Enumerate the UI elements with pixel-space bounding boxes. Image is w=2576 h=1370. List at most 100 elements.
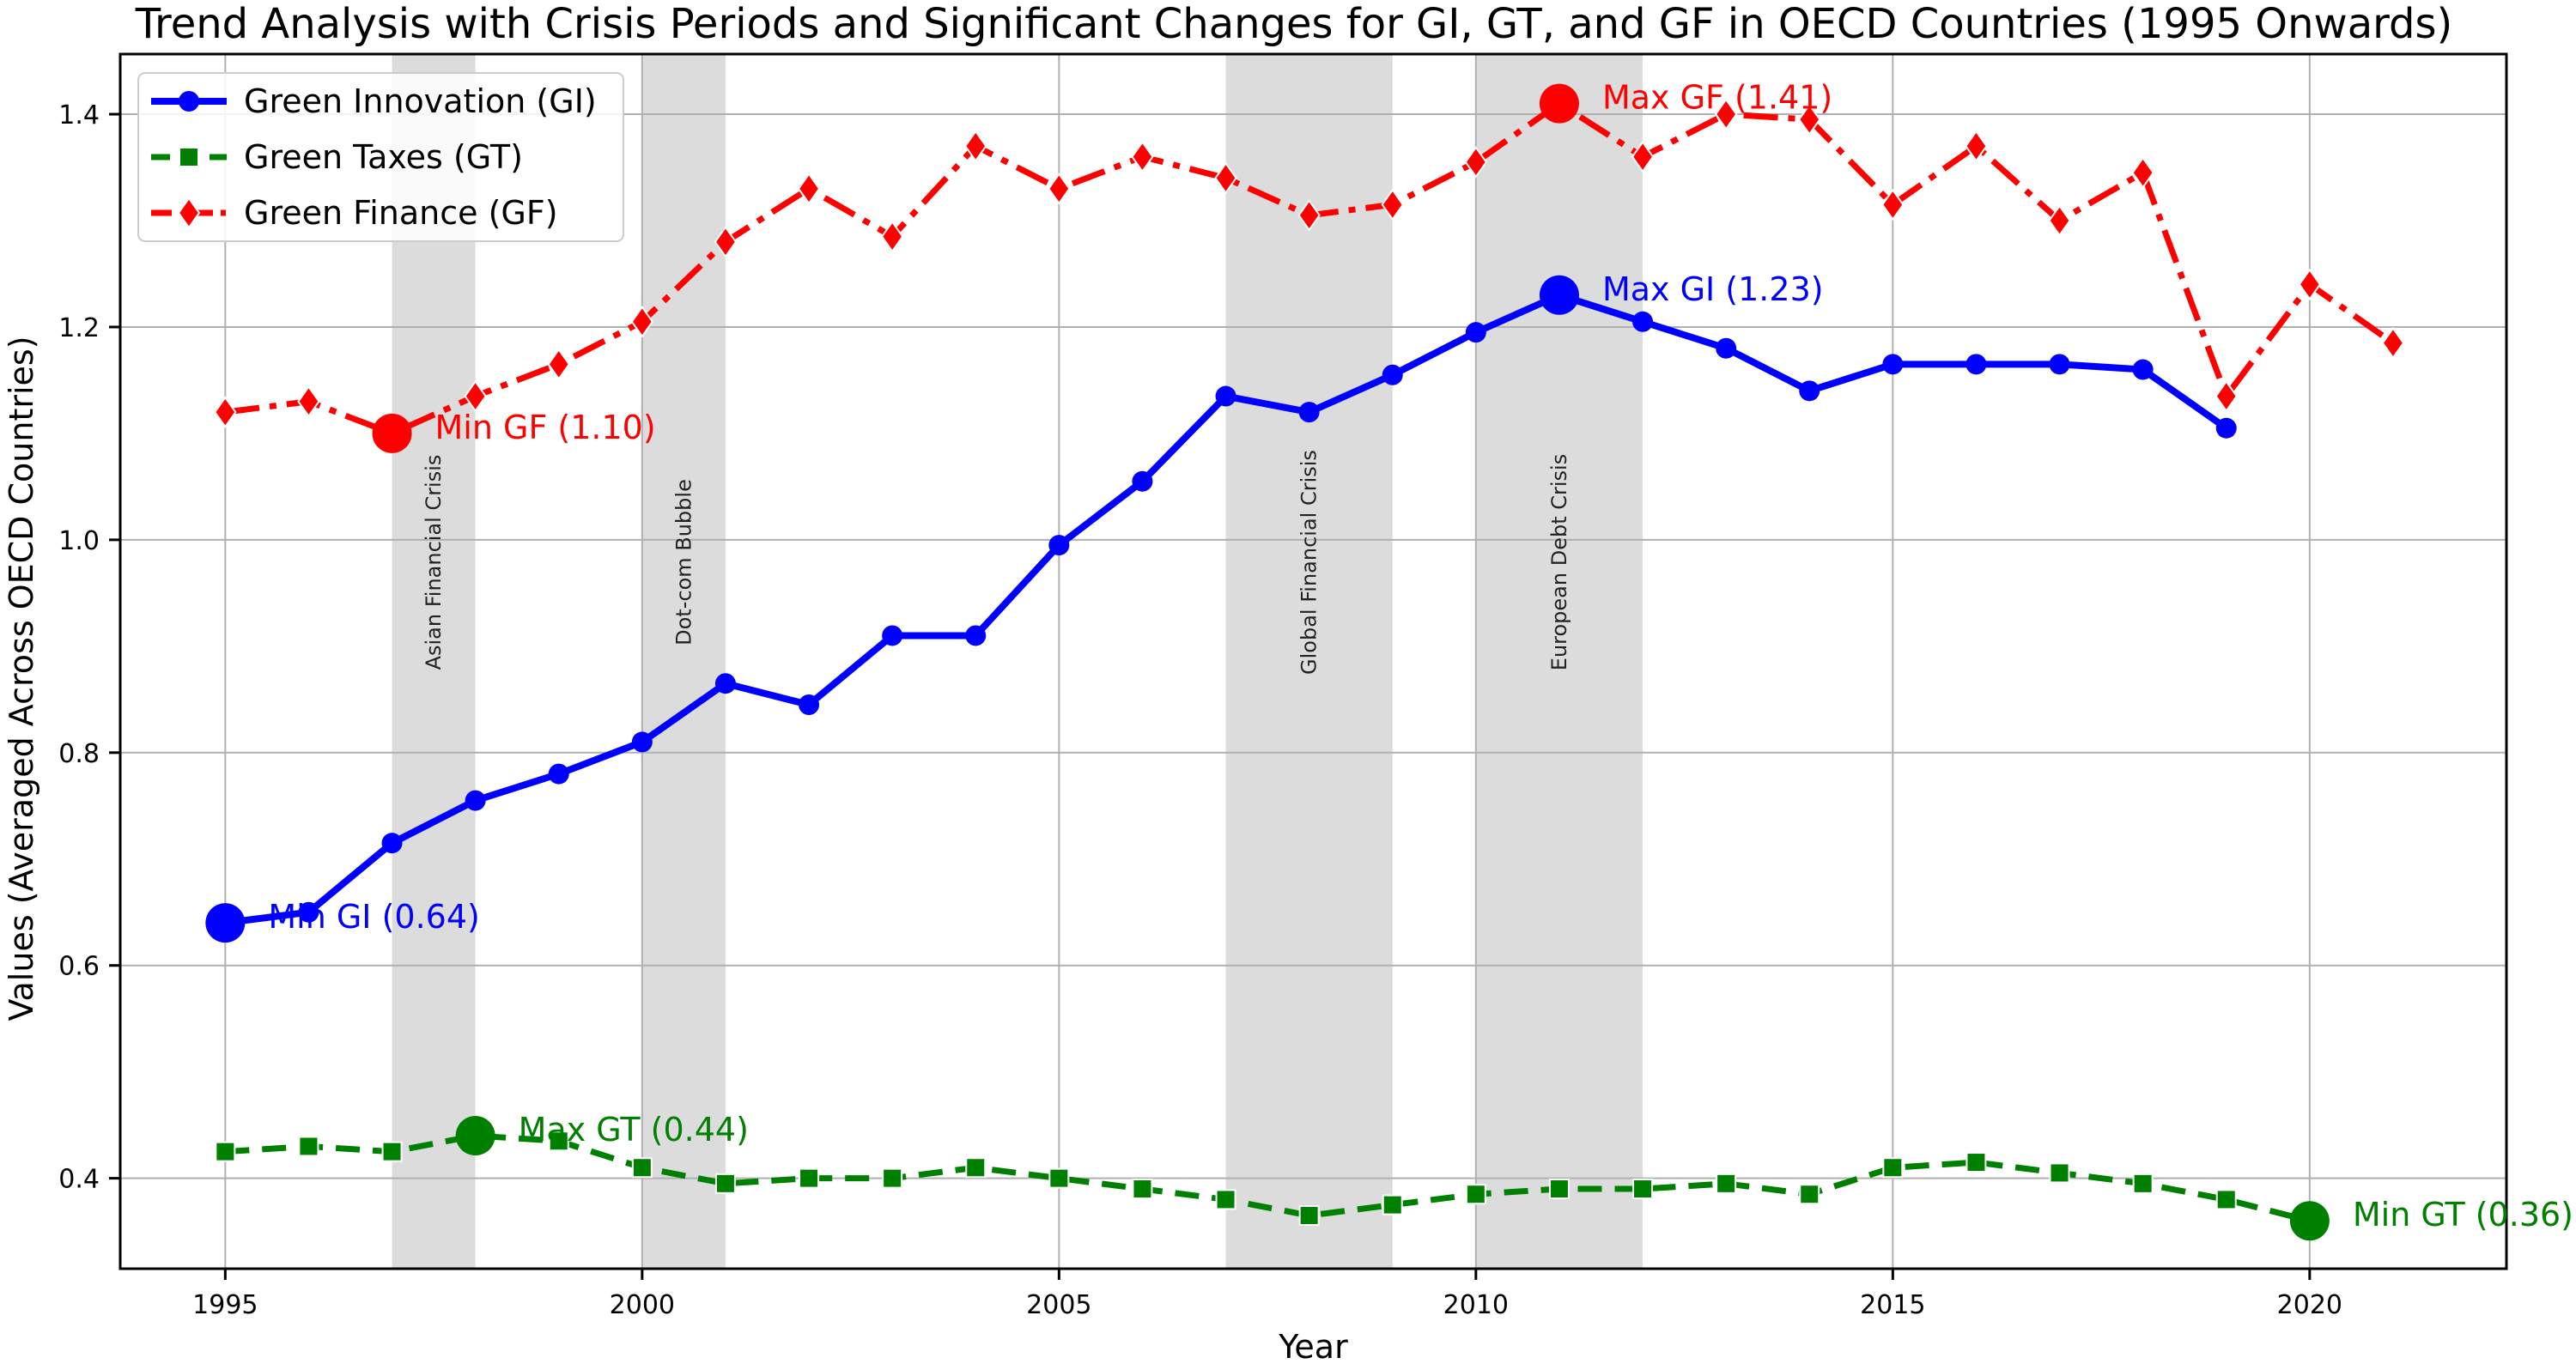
data-point-square bbox=[1382, 1194, 1403, 1215]
data-point-diamond bbox=[2298, 268, 2322, 301]
chart-title: Trend Analysis with Crisis Periods and S… bbox=[135, 0, 2453, 48]
data-point-diamond bbox=[2131, 156, 2154, 189]
data-point-diamond bbox=[1881, 188, 1905, 221]
data-point-circle bbox=[179, 91, 199, 112]
data-point-square bbox=[1298, 1205, 1320, 1227]
data-point-square bbox=[215, 1141, 236, 1162]
data-point-square bbox=[1799, 1184, 1820, 1205]
data-point-diamond bbox=[2048, 204, 2071, 237]
data-point-square bbox=[2215, 1189, 2237, 1210]
data-point-circle bbox=[1215, 385, 1236, 407]
data-point-diamond bbox=[1714, 98, 1738, 130]
data-point-diamond bbox=[1631, 140, 1655, 173]
data-point-diamond bbox=[1131, 140, 1154, 173]
series-line-green-taxes-gt bbox=[225, 1132, 2311, 1224]
legend-label: Green Innovation (GI) bbox=[244, 82, 597, 120]
annotation-label-max-gt-0-44: Max GT (0.44) bbox=[519, 1111, 749, 1149]
data-point-circle bbox=[548, 763, 569, 785]
x-tick-label: 2015 bbox=[1860, 1290, 1925, 1320]
x-axis-label: Year bbox=[1278, 1328, 1348, 1366]
annotation-marker-max-gi-1-23 bbox=[1539, 275, 1579, 315]
data-point-circle bbox=[1048, 535, 1070, 556]
data-point-diamond bbox=[1464, 146, 1488, 179]
data-point-circle bbox=[631, 731, 653, 753]
data-point-diamond bbox=[2215, 379, 2238, 413]
data-point-square bbox=[2132, 1173, 2154, 1194]
data-point-square bbox=[298, 1136, 319, 1157]
legend-label: Green Finance (GF) bbox=[244, 194, 558, 232]
data-point-circle bbox=[381, 833, 403, 854]
data-point-diamond bbox=[1965, 130, 1988, 162]
y-axis-label: Values (Averaged Across OECD Countries) bbox=[3, 336, 40, 1021]
data-point-circle bbox=[1382, 364, 1403, 385]
data-point-circle bbox=[1465, 322, 1486, 343]
series-green-finance-gf bbox=[214, 87, 2405, 450]
data-point-circle bbox=[2215, 417, 2237, 439]
crisis-band-asian-financial-crisis bbox=[392, 54, 476, 1269]
annotation-label-min-gf-1-10: Min GF (1.10) bbox=[435, 409, 656, 446]
y-tick-label: 0.4 bbox=[58, 1165, 100, 1195]
data-point-square bbox=[548, 1131, 569, 1152]
legend: Green Innovation (GI) Green Taxes (GT) Gre… bbox=[137, 72, 624, 242]
data-point-square bbox=[1882, 1157, 1904, 1179]
data-point-circle bbox=[714, 673, 736, 694]
data-point-circle bbox=[1132, 470, 1153, 492]
data-point-diamond bbox=[1381, 188, 1404, 221]
crisis-band-european-debt-crisis bbox=[1475, 54, 1643, 1269]
data-point-diamond bbox=[1048, 173, 1071, 205]
annotation-marker-min-gt-0-36 bbox=[2289, 1201, 2330, 1241]
data-point-square bbox=[1965, 1152, 1987, 1173]
annotation-marker-max-gf-1-41 bbox=[1539, 83, 1579, 124]
series-green-taxes-gt bbox=[215, 1125, 2320, 1232]
data-point-square bbox=[381, 1141, 403, 1162]
y-tick-label: 1.4 bbox=[58, 100, 100, 130]
crisis-band-dot-com-bubble bbox=[641, 54, 726, 1269]
data-point-square bbox=[179, 147, 199, 167]
data-point-circle bbox=[1965, 354, 1987, 375]
data-point-circle bbox=[799, 694, 820, 716]
data-point-square bbox=[2049, 1162, 2070, 1184]
annotation-label-max-gf-1-41: Max GF (1.41) bbox=[1602, 79, 1832, 117]
data-point-circle bbox=[1632, 311, 1654, 332]
x-tick-label: 1995 bbox=[192, 1290, 258, 1320]
x-tick-label: 2010 bbox=[1443, 1290, 1509, 1320]
annotation-label-max-gi-1-23: Max GI (1.23) bbox=[1602, 270, 1824, 308]
data-point-square bbox=[631, 1157, 653, 1179]
legend-item-green-innovation-gi: Green Innovation (GI) bbox=[151, 82, 597, 120]
data-point-square bbox=[1048, 1167, 1070, 1189]
data-point-circle bbox=[965, 625, 987, 646]
data-point-square bbox=[1632, 1179, 1654, 1200]
crisis-band-label-asian-financial-crisis: Asian Financial Crisis bbox=[422, 455, 446, 670]
data-point-circle bbox=[882, 625, 903, 646]
y-tick-label: 0.6 bbox=[58, 952, 100, 982]
data-point-diamond bbox=[630, 306, 654, 338]
data-point-circle bbox=[1799, 380, 1820, 402]
data-point-square bbox=[1215, 1189, 1236, 1210]
data-point-circle bbox=[1298, 402, 1320, 423]
y-tick-label: 1.2 bbox=[58, 313, 100, 343]
data-point-square bbox=[882, 1167, 903, 1189]
y-tick-label: 1.0 bbox=[58, 526, 100, 556]
crisis-band-global-financial-crisis bbox=[1225, 54, 1393, 1269]
legend-item-green-taxes-gt: Green Taxes (GT) bbox=[151, 138, 523, 176]
x-tick-label: 2000 bbox=[610, 1290, 675, 1320]
data-point-diamond bbox=[964, 130, 987, 162]
data-point-diamond bbox=[714, 226, 738, 258]
annotation-marker-max-gt-0-44 bbox=[455, 1116, 495, 1156]
data-point-square bbox=[1716, 1173, 1737, 1194]
data-point-circle bbox=[298, 901, 319, 923]
data-point-diamond bbox=[797, 173, 821, 205]
data-point-circle bbox=[1882, 354, 1904, 375]
legend-item-green-finance-gf: Green Finance (GF) bbox=[151, 194, 558, 232]
legend-label: Green Taxes (GT) bbox=[244, 138, 523, 176]
data-point-circle bbox=[2132, 359, 2154, 380]
annotation-label-min-gt-0-36: Min GT (0.36) bbox=[2353, 1196, 2573, 1234]
x-tick-label: 2005 bbox=[1026, 1290, 1091, 1320]
data-point-diamond bbox=[177, 197, 201, 229]
crisis-band-label-european-debt-crisis: European Debt Crisis bbox=[1547, 454, 1571, 670]
data-point-square bbox=[1132, 1179, 1153, 1200]
data-point-square bbox=[714, 1173, 736, 1194]
annotation-marker-min-gi-0-64 bbox=[205, 903, 246, 943]
legend-box bbox=[137, 72, 624, 242]
